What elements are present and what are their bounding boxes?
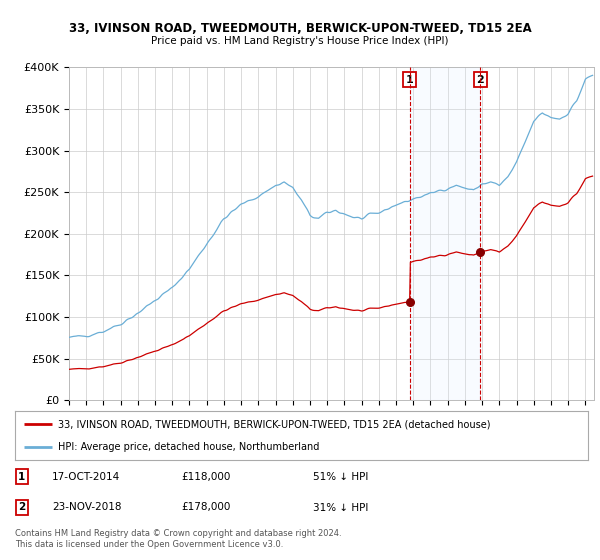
Text: HPI: Average price, detached house, Northumberland: HPI: Average price, detached house, Nort… bbox=[58, 442, 319, 452]
Text: 1: 1 bbox=[18, 472, 26, 482]
Text: 31% ↓ HPI: 31% ↓ HPI bbox=[313, 502, 368, 512]
Text: £178,000: £178,000 bbox=[181, 502, 230, 512]
Text: 17-OCT-2014: 17-OCT-2014 bbox=[52, 472, 121, 482]
Bar bbox=[410, 67, 481, 400]
Text: 33, IVINSON ROAD, TWEEDMOUTH, BERWICK-UPON-TWEED, TD15 2EA: 33, IVINSON ROAD, TWEEDMOUTH, BERWICK-UP… bbox=[68, 22, 532, 35]
Text: 33, IVINSON ROAD, TWEEDMOUTH, BERWICK-UPON-TWEED, TD15 2EA (detached house): 33, IVINSON ROAD, TWEEDMOUTH, BERWICK-UP… bbox=[58, 419, 490, 430]
Text: 23-NOV-2018: 23-NOV-2018 bbox=[52, 502, 122, 512]
Text: 2: 2 bbox=[476, 74, 484, 85]
Text: 51% ↓ HPI: 51% ↓ HPI bbox=[313, 472, 368, 482]
Text: Contains HM Land Registry data © Crown copyright and database right 2024.
This d: Contains HM Land Registry data © Crown c… bbox=[15, 529, 341, 549]
Text: 2: 2 bbox=[18, 502, 26, 512]
Text: £118,000: £118,000 bbox=[181, 472, 230, 482]
Text: 1: 1 bbox=[406, 74, 413, 85]
Text: Price paid vs. HM Land Registry's House Price Index (HPI): Price paid vs. HM Land Registry's House … bbox=[151, 36, 449, 46]
